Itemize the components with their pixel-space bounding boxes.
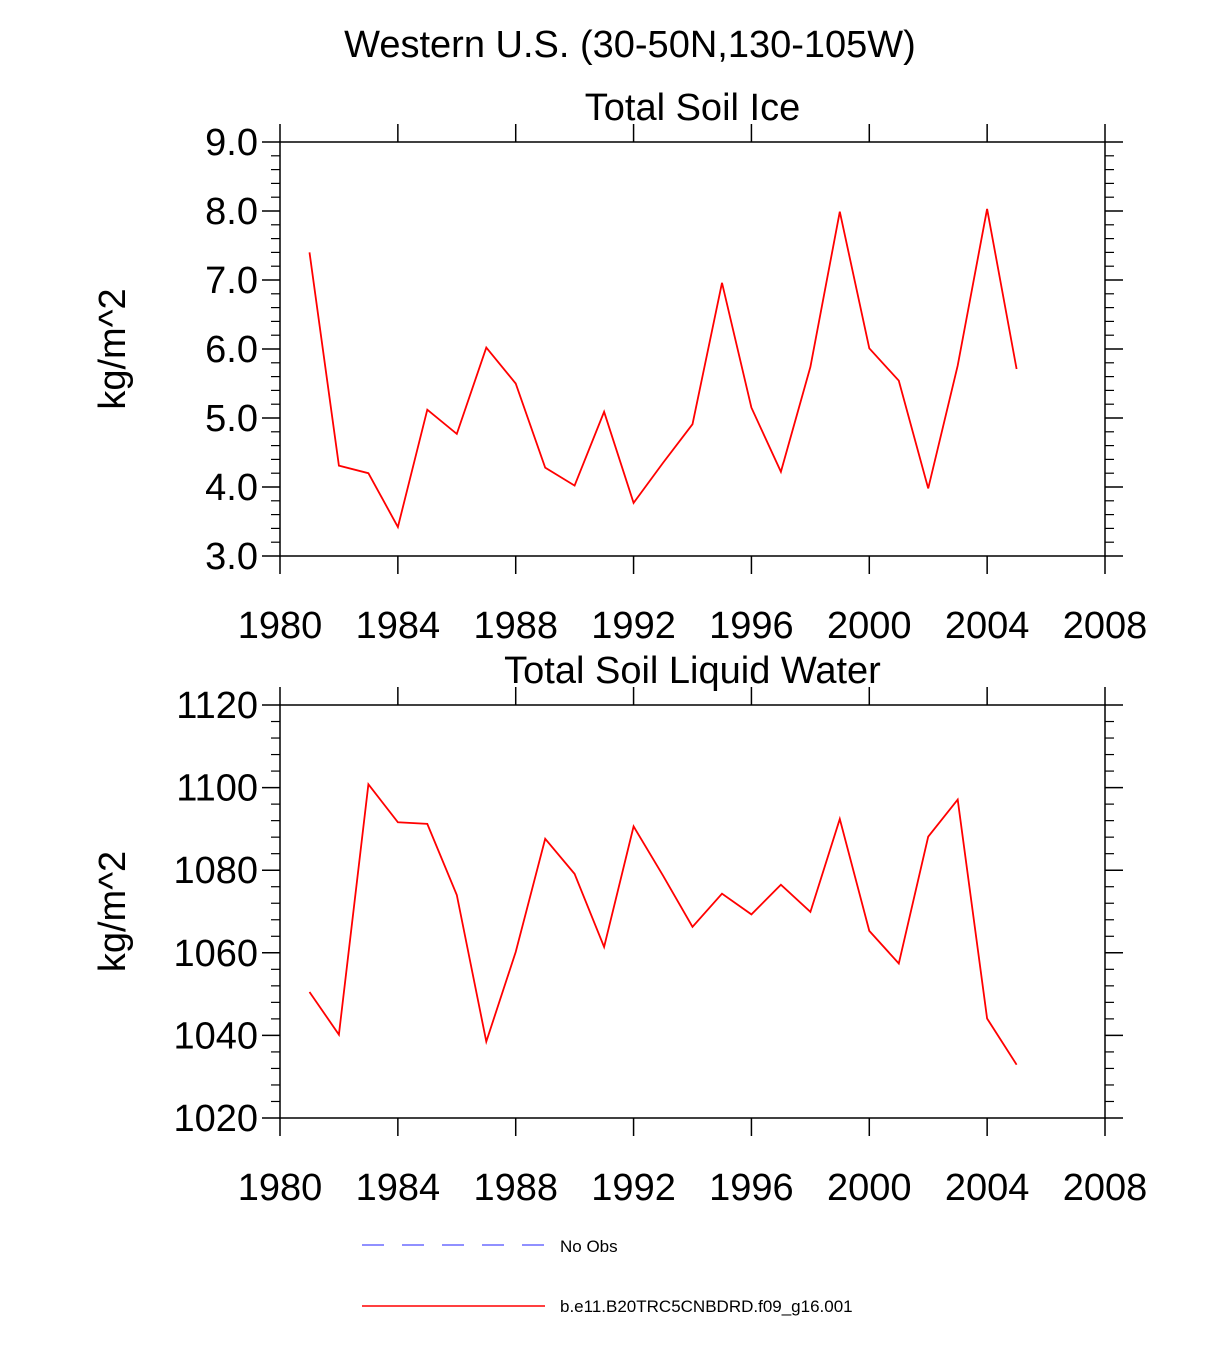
panel-title: Total Soil Liquid Water (504, 650, 881, 692)
series-line (308, 208, 1018, 530)
x-tick-label: 2004 (945, 1167, 1030, 1209)
y-axis-label: kg/m^2 (92, 851, 134, 972)
x-tick-label: 1992 (591, 605, 676, 647)
legend-model-label: b.e11.B20TRC5CNBDRD.f09_g16.001 (560, 1297, 853, 1316)
x-tick-label: 1980 (238, 1167, 323, 1209)
x-tick-label: 1996 (709, 1167, 794, 1209)
plot-frame (279, 704, 1106, 1119)
y-tick-label: 6.0 (205, 329, 258, 371)
x-tick-label: 1988 (473, 605, 558, 647)
x-tick-label: 2008 (1063, 605, 1148, 647)
panel-total-soil-ice: Total Soil Ice kg/m^2 3.0 4.0 5.0 6.0 7.0 8.0 9.… (92, 87, 1147, 647)
x-tick-label: 1988 (473, 1167, 558, 1209)
y-tick-label: 9.0 (205, 122, 258, 164)
y-tick-label: 5.0 (205, 398, 258, 440)
x-tick-label: 1984 (356, 1167, 441, 1209)
x-tick-label: 1992 (591, 1167, 676, 1209)
x-tick-label: 2000 (827, 1167, 912, 1209)
panel-title: Total Soil Ice (585, 87, 800, 129)
panel-total-soil-liquid-water: Total Soil Liquid Water kg/m^2 1020 1040 106… (92, 650, 1147, 1209)
y-tick-label: 8.0 (205, 191, 258, 233)
x-tick-label: 1996 (709, 605, 794, 647)
x-tick-label: 1984 (356, 605, 441, 647)
y-axis-label: kg/m^2 (92, 288, 134, 409)
legend-obs-label: No Obs (560, 1237, 618, 1256)
y-tick-label: 3.0 (205, 536, 258, 578)
y-tick-label: 1120 (176, 685, 258, 727)
x-tick-label: 1980 (238, 605, 323, 647)
y-tick-label: 1040 (173, 1015, 258, 1057)
y-tick-label: 1100 (176, 768, 258, 810)
series-line (308, 782, 1018, 1066)
x-tick-label: 2004 (945, 605, 1030, 647)
y-tick-label: 7.0 (205, 260, 258, 302)
y-tick-label: 1080 (173, 850, 258, 892)
page-title: Western U.S. (30-50N,130-105W) (344, 24, 916, 66)
legend: No Obs b.e11.B20TRC5CNBDRD.f09_g16.001 (362, 1237, 853, 1316)
y-tick-label: 1020 (173, 1098, 258, 1140)
x-tick-label: 2008 (1063, 1167, 1148, 1209)
plot-frame (279, 141, 1106, 557)
x-tick-label: 2000 (827, 605, 912, 647)
y-tick-label: 4.0 (205, 467, 258, 509)
y-tick-label: 1060 (173, 933, 258, 975)
